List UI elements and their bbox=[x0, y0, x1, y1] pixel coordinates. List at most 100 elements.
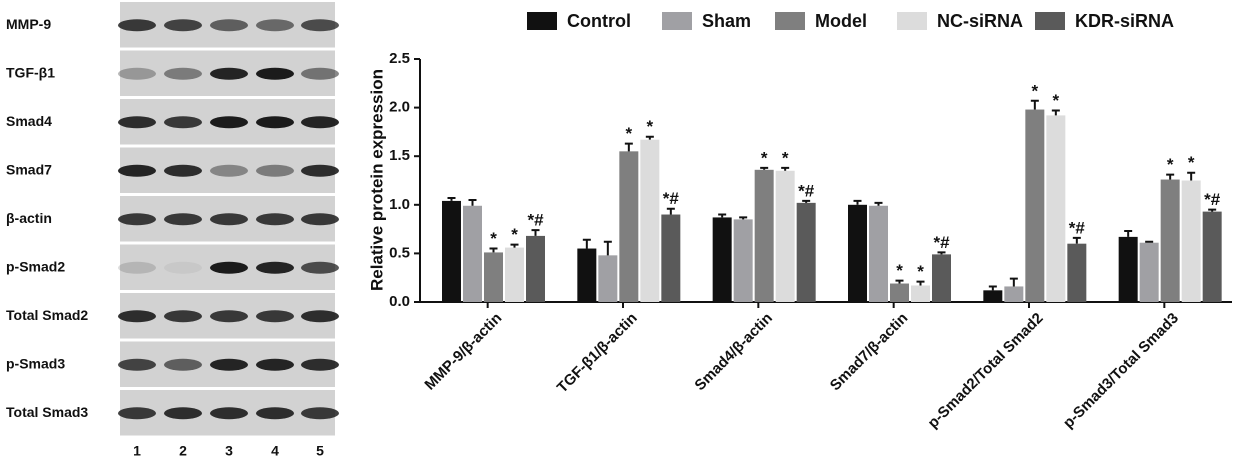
blot-band bbox=[256, 359, 294, 371]
y-tick-label: 0.5 bbox=[389, 244, 410, 261]
y-tick-label: 1.5 bbox=[389, 147, 410, 164]
significance-label: *# bbox=[798, 181, 815, 200]
significance-label: * bbox=[761, 148, 768, 167]
page: Relative protein expression MMP-9TGF-β1S… bbox=[0, 0, 1242, 461]
legend-swatch bbox=[775, 12, 805, 30]
error-bar bbox=[1073, 238, 1081, 244]
blot-band bbox=[164, 116, 202, 128]
significance-label: * bbox=[782, 148, 789, 167]
bar bbox=[848, 205, 867, 302]
significance-label: * bbox=[1188, 153, 1195, 172]
error-bar bbox=[739, 217, 747, 219]
legend-label: Sham bbox=[702, 11, 751, 31]
bar bbox=[505, 248, 524, 302]
blot-label: TGF-β1 bbox=[6, 64, 55, 80]
blot-band bbox=[301, 407, 339, 419]
blot-band bbox=[210, 165, 248, 177]
blot-label: p-Smad3 bbox=[6, 355, 65, 371]
legend-label: NC-siRNA bbox=[937, 11, 1023, 31]
error-bar bbox=[646, 137, 654, 140]
y-tick-label: 1.0 bbox=[389, 196, 410, 213]
significance-label: * bbox=[1053, 91, 1060, 110]
x-tick-label: p-Smad3/Total Smad3 bbox=[1060, 310, 1182, 432]
blot-band bbox=[301, 359, 339, 371]
lane-label: 4 bbox=[271, 443, 279, 459]
error-bar bbox=[896, 281, 904, 284]
significance-label: * bbox=[917, 262, 924, 281]
x-tick-label: TGF-β1/β-actin bbox=[554, 310, 641, 397]
blot-band bbox=[118, 213, 156, 225]
error-bar bbox=[854, 201, 862, 205]
bar bbox=[598, 255, 617, 302]
blot-band bbox=[210, 19, 248, 31]
legend-label: KDR-siRNA bbox=[1075, 11, 1174, 31]
bar bbox=[776, 171, 795, 302]
blot-label: p-Smad2 bbox=[6, 258, 65, 274]
blot-band bbox=[164, 359, 202, 371]
significance-label: * bbox=[1032, 81, 1039, 100]
x-tick-label: Smad4/β-actin bbox=[691, 310, 776, 395]
bar bbox=[619, 151, 638, 302]
y-axis-label: Relative protein expression bbox=[367, 69, 386, 291]
blot-band bbox=[164, 68, 202, 80]
significance-label: * bbox=[647, 117, 654, 136]
blot-label: Total Smad3 bbox=[6, 404, 88, 420]
blot-band bbox=[164, 310, 202, 322]
error-bar bbox=[802, 201, 810, 203]
error-bar bbox=[469, 200, 477, 206]
blot-band bbox=[301, 262, 339, 274]
blot-band bbox=[118, 359, 156, 371]
blot-band bbox=[256, 310, 294, 322]
error-bar bbox=[625, 144, 633, 152]
blot-label: Smad4 bbox=[6, 113, 52, 129]
blot-band bbox=[118, 165, 156, 177]
error-bar bbox=[532, 230, 540, 236]
significance-label: *# bbox=[1069, 218, 1086, 237]
lane-label: 3 bbox=[225, 443, 233, 459]
blot-band bbox=[164, 407, 202, 419]
bar bbox=[713, 217, 732, 302]
bar bbox=[755, 170, 774, 302]
blot-band bbox=[256, 165, 294, 177]
blot-band bbox=[164, 19, 202, 31]
bar bbox=[484, 252, 503, 302]
blot-label: Total Smad2 bbox=[6, 307, 88, 323]
y-tick-label: 0.0 bbox=[389, 293, 410, 310]
bar bbox=[1140, 243, 1159, 302]
blot-label: β-actin bbox=[6, 210, 52, 226]
legend-swatch bbox=[897, 12, 927, 30]
bar bbox=[890, 284, 909, 302]
significance-label: *# bbox=[1204, 190, 1221, 209]
blot-band bbox=[210, 213, 248, 225]
blot-band bbox=[118, 262, 156, 274]
blot-band bbox=[118, 407, 156, 419]
legend-swatch bbox=[1035, 12, 1065, 30]
bar bbox=[442, 201, 461, 302]
bar bbox=[577, 249, 596, 302]
y-tick-label: 2.5 bbox=[389, 50, 410, 67]
legend-label: Model bbox=[815, 11, 867, 31]
blot-band bbox=[256, 262, 294, 274]
bar bbox=[1203, 212, 1222, 302]
significance-label: * bbox=[1167, 155, 1174, 174]
bar bbox=[1004, 286, 1023, 302]
blot-band bbox=[118, 116, 156, 128]
bar bbox=[1182, 181, 1201, 303]
bar bbox=[463, 206, 482, 302]
error-bar bbox=[989, 286, 997, 290]
blot-band bbox=[301, 68, 339, 80]
error-bar bbox=[448, 198, 456, 201]
bar bbox=[983, 290, 1002, 302]
error-bar bbox=[1187, 173, 1195, 181]
blot-band bbox=[164, 213, 202, 225]
bar bbox=[1025, 110, 1044, 302]
figure: Relative protein expression MMP-9TGF-β1S… bbox=[0, 0, 1242, 461]
error-bar bbox=[511, 245, 519, 248]
blot-band bbox=[210, 116, 248, 128]
blot-band bbox=[210, 310, 248, 322]
significance-label: *# bbox=[527, 211, 544, 230]
blot-band bbox=[301, 213, 339, 225]
error-bar bbox=[604, 242, 612, 256]
blot-band bbox=[256, 213, 294, 225]
error-bar bbox=[718, 215, 726, 218]
